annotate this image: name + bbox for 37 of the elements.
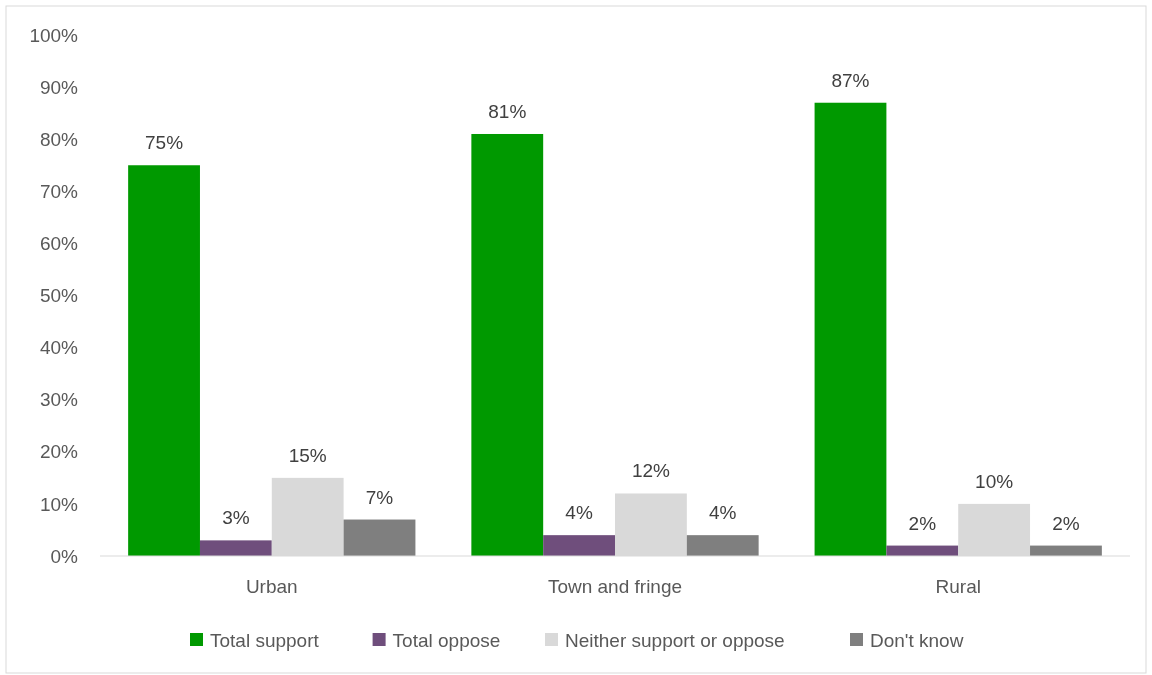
data-label: 7% [365,486,394,508]
y-tick-label: 60% [39,233,79,255]
bar [543,535,615,556]
data-label: 2% [908,512,937,534]
x-tick-label: Rural [935,576,981,597]
bar [686,535,759,556]
y-tick-label: 50% [39,285,79,307]
bar [128,165,200,556]
y-tick-label: 0% [50,545,79,567]
bar [343,519,416,556]
data-label: 4% [565,502,593,524]
x-tick-label: Town and fringe [547,576,683,597]
data-label: 75% [145,132,184,154]
x-tick-label: Urban [245,576,298,597]
y-tick-label: 100% [29,24,79,46]
y-tick-label: 10% [39,493,79,515]
y-tick-label: 30% [39,389,79,411]
data-label: 15% [288,444,327,466]
data-label: 10% [975,470,1014,492]
data-label: 2% [1052,512,1080,534]
y-tick-label: 80% [39,128,79,150]
legend-label: Don't know [870,629,964,651]
y-tick-label: 70% [39,180,79,202]
y-tick-label: 40% [39,337,79,359]
y-tick-label: 20% [39,441,79,463]
data-label: 3% [222,507,250,529]
data-label: 4% [708,502,737,524]
legend-label: Total oppose [392,629,501,651]
data-label: 12% [631,460,671,482]
bar [814,102,887,556]
legend-label: Total support [210,629,320,651]
data-label: 87% [831,69,870,91]
y-tick-label: 90% [39,76,79,98]
legend-label: Neither support or oppose [565,629,785,651]
bar [199,540,272,556]
bar [471,133,544,556]
data-label: 81% [488,100,527,122]
